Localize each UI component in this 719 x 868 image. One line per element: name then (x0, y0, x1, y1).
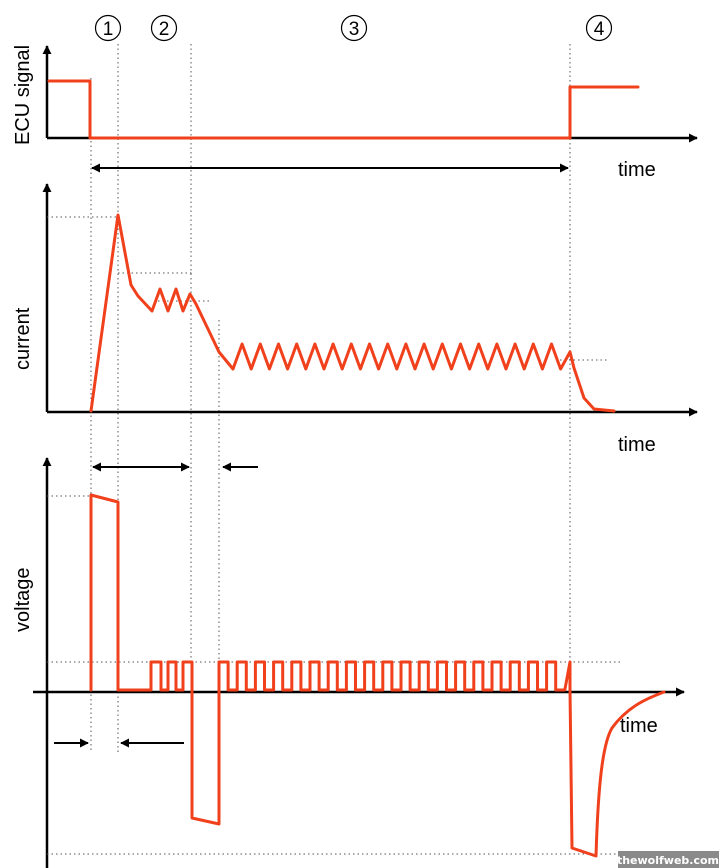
phase-marker-1: 1 (94, 14, 122, 42)
phase-number: 3 (349, 19, 360, 40)
voltage-y-label: voltage (12, 568, 34, 633)
phase-marker-4: 4 (585, 14, 613, 42)
phase-number: 4 (594, 19, 605, 40)
voltage-level-guides (47, 495, 622, 855)
phase-marker-3: 3 (340, 14, 368, 42)
current-panel: current time (12, 183, 698, 456)
ecu-y-label: ECU signal (12, 45, 34, 145)
ecu-signal-trace (47, 79, 640, 140)
ecu-signal-panel: ECU signal time (12, 45, 698, 181)
phase-number: 2 (159, 19, 170, 40)
current-trace (89, 213, 616, 413)
watermark-text: thewolfweb.com (617, 854, 719, 867)
phase-number: 1 (103, 19, 114, 40)
phase-guide-lines (90, 44, 571, 752)
ecu-x-label: time (618, 159, 656, 181)
voltage-trace (89, 493, 666, 858)
phase-marker-2: 2 (150, 14, 178, 42)
voltage-x-label: time (620, 715, 658, 737)
watermark: thewolfweb.com (617, 851, 719, 868)
voltage-panel: voltage time (12, 457, 685, 868)
current-level-guides (47, 216, 608, 361)
current-x-label: time (618, 434, 656, 456)
current-y-label: current (12, 307, 34, 370)
